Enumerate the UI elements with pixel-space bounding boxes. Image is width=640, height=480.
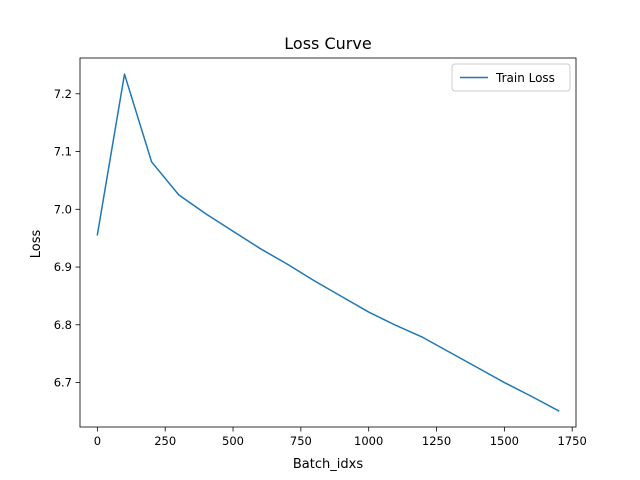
x-tick-label: 1750 — [558, 434, 587, 448]
y-tick-label: 6.9 — [54, 260, 72, 274]
y-tick-label: 7.2 — [54, 87, 72, 101]
y-tick-label: 7.1 — [54, 145, 72, 159]
y-tick-label: 6.8 — [54, 318, 72, 332]
plot-frame — [79, 57, 577, 428]
chart-title: Loss Curve — [284, 34, 371, 53]
x-tick-label: 1000 — [354, 434, 383, 448]
x-tick-label: 750 — [290, 434, 312, 448]
x-tick-label: 250 — [154, 434, 176, 448]
legend-box — [451, 63, 571, 92]
x-tick-label: 1500 — [490, 434, 519, 448]
x-tick-label: 1250 — [422, 434, 451, 448]
y-tick-label: 7.0 — [54, 202, 72, 216]
x-tick-label: 500 — [222, 434, 244, 448]
series-line-0 — [96, 73, 560, 412]
y-tick-label: 6.7 — [54, 376, 72, 390]
y-axis-label: Loss — [29, 230, 44, 259]
x-axis-label: Batch_idxs — [293, 457, 363, 472]
x-tick-label: 0 — [94, 434, 101, 448]
legend-label: Train Loss — [495, 71, 555, 85]
